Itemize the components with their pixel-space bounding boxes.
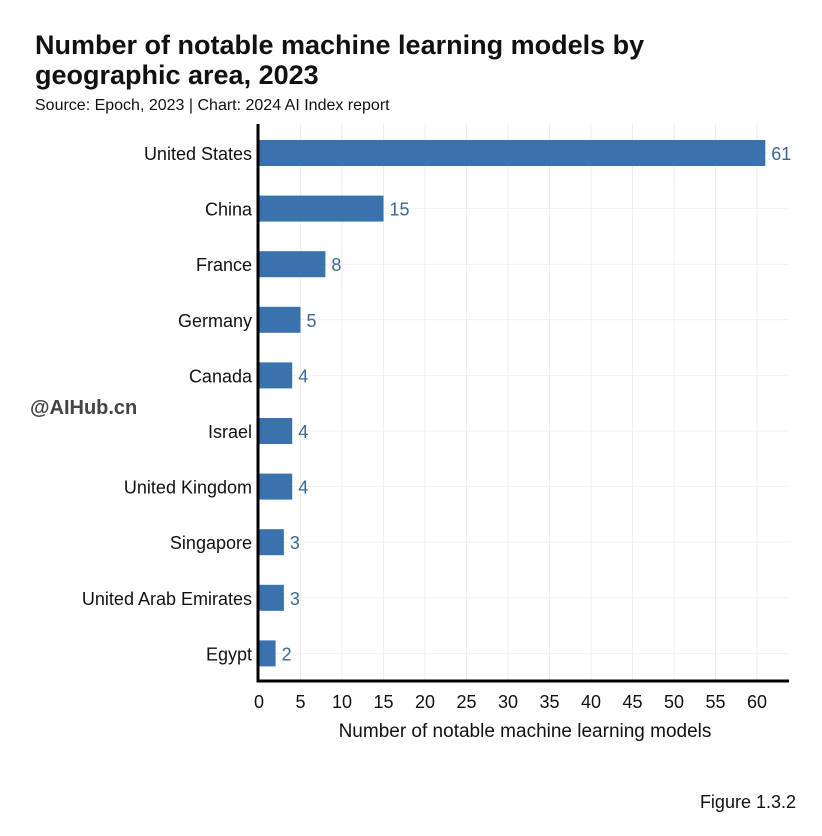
x-tick-label: 45 bbox=[622, 692, 642, 712]
data-label: 15 bbox=[390, 200, 410, 220]
x-tick-label: 0 bbox=[254, 692, 264, 712]
bar-united-kingdom bbox=[259, 473, 293, 500]
data-label: 4 bbox=[298, 422, 308, 442]
x-tick-label: 20 bbox=[415, 692, 435, 712]
category-label: United States bbox=[144, 144, 252, 164]
category-label: Singapore bbox=[170, 533, 252, 553]
category-label: Israel bbox=[208, 422, 252, 442]
category-label: Egypt bbox=[206, 644, 252, 664]
figure-label: Figure 1.3.2 bbox=[699, 792, 796, 812]
bar-canada bbox=[259, 362, 293, 389]
watermark: @AIHub.cn bbox=[30, 397, 138, 419]
chart-title: Number of notable machine learning model… bbox=[35, 30, 645, 90]
x-tick-label: 60 bbox=[747, 692, 767, 712]
bar-germany bbox=[259, 306, 301, 333]
category-label: Canada bbox=[189, 366, 253, 386]
bar-france bbox=[259, 251, 326, 278]
data-label: 61 bbox=[771, 144, 791, 164]
data-label: 5 bbox=[307, 311, 317, 331]
bar-israel bbox=[259, 418, 293, 444]
x-tick-label: 35 bbox=[539, 692, 559, 712]
x-tick-label: 30 bbox=[498, 692, 518, 712]
data-label: 4 bbox=[298, 366, 308, 386]
x-tick-label: 25 bbox=[456, 692, 476, 712]
data-label: 8 bbox=[331, 255, 341, 275]
category-label: United Kingdom bbox=[124, 478, 252, 498]
bar-united-states bbox=[259, 140, 766, 166]
category-label: Germany bbox=[178, 311, 252, 331]
bar-united-arab-emirates bbox=[259, 584, 284, 611]
category-label: United Arab Emirates bbox=[82, 589, 252, 609]
data-label: 3 bbox=[290, 533, 300, 553]
data-label: 3 bbox=[290, 589, 300, 609]
x-tick-label: 55 bbox=[705, 692, 725, 712]
bar-egypt bbox=[259, 640, 276, 667]
bar-singapore bbox=[259, 529, 284, 556]
x-tick-label: 50 bbox=[664, 692, 684, 712]
chart-subtitle: Source: Epoch, 2023 | Chart: 2024 AI Ind… bbox=[35, 97, 390, 114]
category-label: France bbox=[196, 255, 252, 275]
data-label: 2 bbox=[282, 644, 292, 664]
x-tick-label: 15 bbox=[373, 692, 393, 712]
x-tick-label: 40 bbox=[581, 692, 601, 712]
bar-china bbox=[259, 195, 384, 222]
x-tick-label: 5 bbox=[295, 692, 305, 712]
x-axis-title: Number of notable machine learning model… bbox=[339, 721, 712, 742]
category-label: China bbox=[205, 200, 253, 220]
data-label: 4 bbox=[298, 478, 308, 498]
x-tick-label: 10 bbox=[332, 692, 352, 712]
